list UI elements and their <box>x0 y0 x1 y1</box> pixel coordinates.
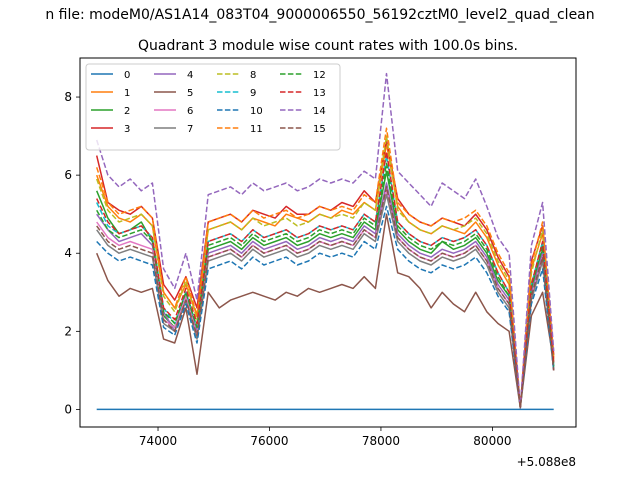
figure-suptitle: n file: modeM0/AS1A14_083T04_9000006550_… <box>45 7 594 23</box>
series-line-5 <box>96 213 555 409</box>
legend-label-4: 4 <box>187 70 193 81</box>
y-tick-label: 0 <box>64 402 72 416</box>
legend-label-0: 0 <box>124 70 130 81</box>
legend-label-1: 1 <box>124 88 130 99</box>
y-axis: 0 2 4 6 8 <box>64 90 80 416</box>
legend-label-13: 13 <box>313 88 326 99</box>
legend-label-12: 12 <box>313 70 326 81</box>
legend-label-14: 14 <box>313 106 326 117</box>
series-line-11 <box>95 127 555 409</box>
series-line-7 <box>96 193 555 409</box>
series-line-13 <box>96 150 555 409</box>
series-line-15 <box>96 186 555 409</box>
legend-label-6: 6 <box>187 106 193 117</box>
plot-area-frame <box>79 57 577 428</box>
x-axis-offset-label: +5.088e8 <box>517 455 576 469</box>
legend-label-11: 11 <box>250 124 263 135</box>
legend-label-3: 3 <box>124 124 130 135</box>
legend-label-7: 7 <box>187 124 193 135</box>
series-line-4 <box>96 182 555 409</box>
y-tick-label: 8 <box>64 90 72 104</box>
series-line-14 <box>95 72 555 409</box>
legend-label-9: 9 <box>250 88 256 99</box>
legend-label-10: 10 <box>250 106 263 117</box>
legend-frame <box>85 63 341 151</box>
series-line-12 <box>96 162 555 409</box>
legend-label-2: 2 <box>124 106 130 117</box>
x-tick-label: 80000 <box>473 434 511 448</box>
legend-label-8: 8 <box>250 70 256 81</box>
y-tick-label: 2 <box>64 324 72 338</box>
series-line-10 <box>96 205 555 409</box>
series-layer <box>95 72 555 411</box>
x-tick-label: 78000 <box>362 434 400 448</box>
chart-title: Quadrant 3 module wise count rates with … <box>138 38 518 54</box>
x-tick-label: 74000 <box>139 434 177 448</box>
series-line-8 <box>95 135 555 409</box>
y-tick-label: 4 <box>64 246 72 260</box>
y-tick-label: 6 <box>64 168 72 182</box>
x-tick-label: 76000 <box>250 434 288 448</box>
x-axis: 74000 76000 78000 80000 <box>139 427 511 448</box>
legend-label-5: 5 <box>187 88 193 99</box>
legend-label-15: 15 <box>313 124 326 135</box>
